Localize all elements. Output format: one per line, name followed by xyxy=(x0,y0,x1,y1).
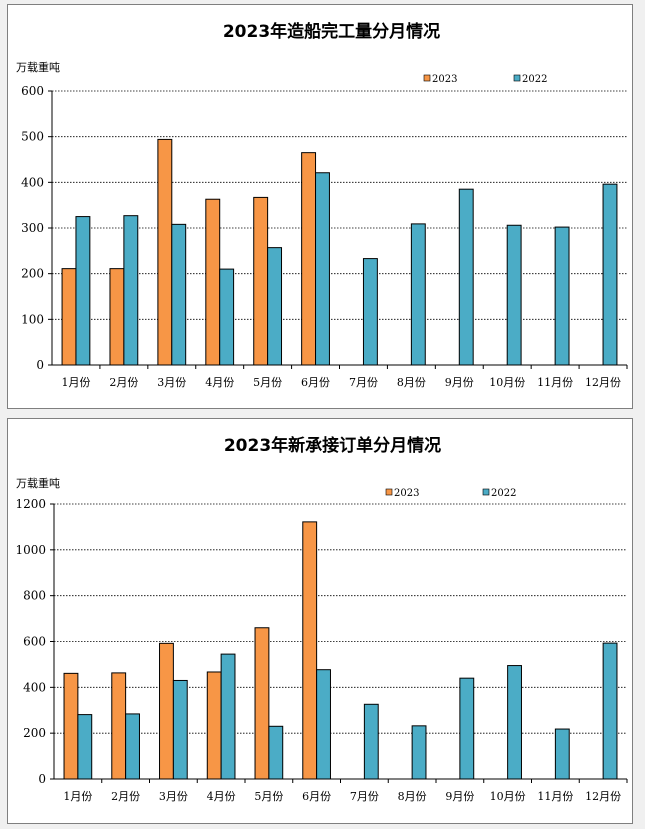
bar-2022 xyxy=(507,665,522,780)
y-tick-label: 1200 xyxy=(15,497,46,511)
legend-swatch xyxy=(423,74,431,82)
chart-title: 2023年新承接订单分月情况 xyxy=(224,435,441,456)
x-category-label: 4月份 xyxy=(205,376,234,389)
bar-2023 xyxy=(109,268,125,366)
y-tick-label: 100 xyxy=(21,312,44,326)
bar-2022 xyxy=(268,725,284,780)
x-category-label: 1月份 xyxy=(63,790,92,803)
bar-2022 xyxy=(363,703,379,780)
x-category-label: 12月份 xyxy=(585,790,621,803)
y-tick-label: 200 xyxy=(23,726,46,740)
bar-2022 xyxy=(506,224,522,366)
x-category-label: 7月份 xyxy=(349,376,378,389)
bar-2023 xyxy=(63,672,79,780)
bar-2023 xyxy=(159,642,174,780)
bar-2022 xyxy=(267,247,283,366)
y-tick-label: 300 xyxy=(21,221,44,235)
legend-swatch xyxy=(482,488,490,496)
chart-panel-new-orders: 2023年新承接订单分月情况万载重吨 0 200 400 600 800 1000 1200 1… xyxy=(7,418,633,824)
bar-2022 xyxy=(459,677,475,780)
x-category-label: 11月份 xyxy=(537,376,573,389)
y-tick-label: 1000 xyxy=(15,543,46,557)
x-category-label: 6月份 xyxy=(302,790,331,803)
bar-2022 xyxy=(123,215,139,366)
x-category-label: 11月份 xyxy=(537,790,573,803)
bar-2022 xyxy=(77,714,93,780)
x-category-label: 3月份 xyxy=(157,376,186,389)
bar-2023 xyxy=(111,672,127,780)
y-tick-label: 400 xyxy=(23,680,46,694)
bar-2023 xyxy=(253,196,269,366)
x-category-label: 8月份 xyxy=(398,790,427,803)
bar-2023 xyxy=(157,138,173,366)
y-axis-unit-label: 万载重吨 xyxy=(16,476,60,490)
bar-2022 xyxy=(315,172,330,366)
bar-2023 xyxy=(301,152,317,366)
chart-title: 2023年造船完工量分月情况 xyxy=(223,21,440,42)
legend-swatch xyxy=(385,488,393,496)
x-category-label: 9月份 xyxy=(445,376,474,389)
x-category-label: 3月份 xyxy=(159,790,188,803)
bar-2022 xyxy=(554,226,570,366)
bar-2022 xyxy=(411,725,427,780)
y-tick-label: 400 xyxy=(21,175,44,189)
bar-2022 xyxy=(458,188,474,366)
bar-2022 xyxy=(554,728,570,780)
bar-2022 xyxy=(171,223,187,366)
y-axis-unit-label: 万载重吨 xyxy=(16,60,60,74)
bar-2022 xyxy=(220,653,236,780)
bar-2022 xyxy=(410,223,426,366)
bar-2023 xyxy=(205,198,221,366)
x-category-label: 4月份 xyxy=(207,790,236,803)
x-category-label: 6月份 xyxy=(301,376,330,389)
legend-label: 2022 xyxy=(522,74,547,85)
bar-2023 xyxy=(61,268,77,366)
x-category-label: 2月份 xyxy=(109,376,138,389)
bar-2023 xyxy=(254,627,270,780)
legend-label: 2022 xyxy=(491,488,516,499)
bar-2022 xyxy=(362,258,378,366)
bar-2022 xyxy=(602,183,618,366)
bar-2022 xyxy=(219,268,235,366)
y-tick-label: 600 xyxy=(21,84,44,98)
x-category-label: 10月份 xyxy=(490,790,526,803)
x-category-label: 9月份 xyxy=(445,790,474,803)
x-category-label: 10月份 xyxy=(489,376,525,389)
y-tick-label: 800 xyxy=(23,589,46,603)
y-tick-label: 500 xyxy=(21,130,44,144)
x-category-label: 8月份 xyxy=(397,376,426,389)
bar-2022 xyxy=(172,679,188,780)
bar-2023 xyxy=(302,521,318,780)
x-category-label: 1月份 xyxy=(61,376,90,389)
bar-2022 xyxy=(125,713,140,780)
x-category-label: 5月份 xyxy=(254,790,283,803)
y-tick-label: 0 xyxy=(38,772,46,786)
legend-label: 2023 xyxy=(394,488,419,499)
x-category-label: 12月份 xyxy=(585,376,621,389)
x-category-label: 5月份 xyxy=(253,376,282,389)
x-category-label: 2月份 xyxy=(111,790,140,803)
bar-2022 xyxy=(316,669,331,780)
y-tick-label: 0 xyxy=(36,358,44,372)
y-tick-label: 200 xyxy=(21,267,44,281)
legend-swatch xyxy=(513,74,521,82)
bar-2023 xyxy=(206,671,222,780)
y-tick-label: 600 xyxy=(23,635,46,649)
legend-label: 2023 xyxy=(432,74,457,85)
bar-2022 xyxy=(75,216,91,366)
x-category-label: 7月份 xyxy=(350,790,379,803)
chart-panel-shipbuilding-completions: 2023年造船完工量分月情况万载重吨 0 100 200 300 400 500 600 1月份… xyxy=(7,4,633,409)
bar-2022 xyxy=(602,642,618,780)
